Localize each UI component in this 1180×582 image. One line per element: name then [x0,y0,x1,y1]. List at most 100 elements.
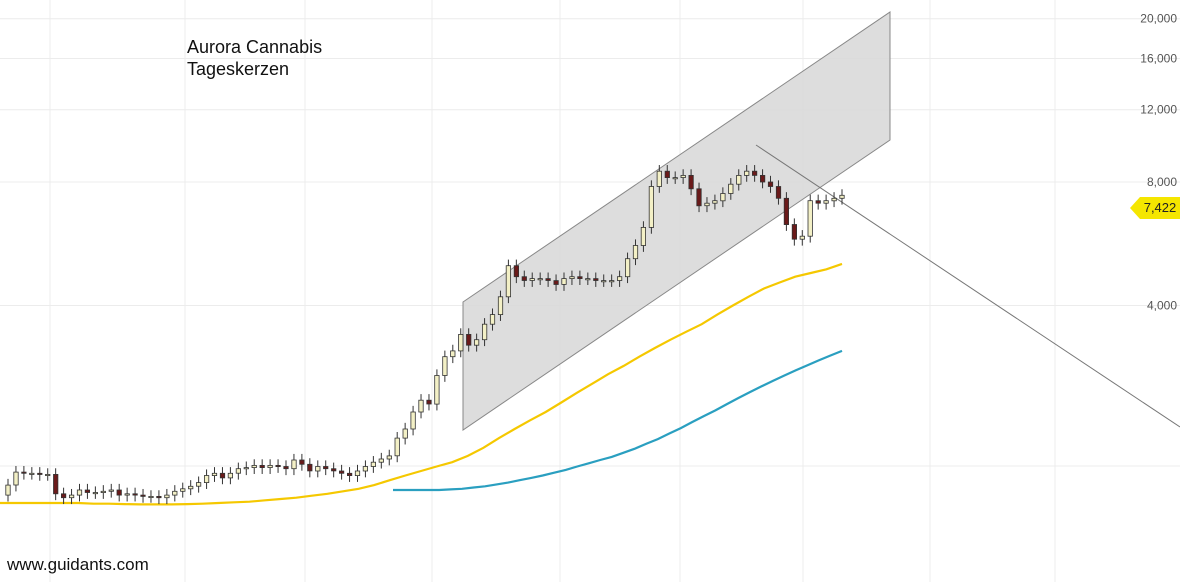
chart-title-line2: Tageskerzen [187,59,290,79]
candle-down [593,278,599,281]
candle-up [450,350,456,358]
candle-up [267,464,273,468]
candle-down [767,181,774,187]
candle-down [116,489,122,496]
candle-down [815,200,821,204]
candle-down [132,493,138,496]
candle-up [831,197,837,202]
candle-up [704,202,710,207]
candle-up [76,489,83,496]
candle-up [211,472,218,476]
candle-down [37,472,43,475]
candle-up [124,493,130,496]
candle-up [537,278,543,281]
candle-up [108,489,114,492]
candle-down [513,265,520,278]
candle-down [140,494,146,497]
last-price-badge: 7,422 [1130,197,1180,219]
y-tick-label: 4,000 [1147,298,1177,312]
candle-up [656,170,662,187]
candle-up [640,226,647,246]
candle-up [148,495,154,498]
candle-down [53,473,59,495]
y-tick-label: 8,000 [1147,175,1177,189]
candle-down [219,472,226,479]
candle-down [760,174,766,183]
candle-up [609,280,615,283]
candle-up [291,459,297,470]
candle-up [561,278,567,285]
candle-up [505,265,512,298]
y-tick-label: 12,000 [1140,103,1177,117]
candle-up [227,472,233,479]
candle-down [696,188,702,207]
candle-down [275,464,281,467]
y-tick-label: 20,000 [1140,12,1177,26]
candle-down [577,276,583,280]
candle-up [736,174,742,185]
y-tick-label: 16,000 [1140,51,1177,65]
candle-up [823,200,829,204]
moving-average-long-line [393,349,843,492]
candle-down [545,278,551,281]
candle-up [5,484,11,496]
candle-up [489,314,496,325]
candle-up [172,490,178,496]
candle-up [632,245,639,260]
candle-down [521,276,527,281]
candle-up [617,276,623,281]
trend-line [755,144,1180,428]
candle-up [529,278,535,281]
candle-up [251,464,257,468]
candle-down [299,459,305,465]
candle-up [235,468,241,474]
candle-up [386,455,392,460]
candle-up [648,186,655,228]
trend-channel [462,11,891,431]
candle-up [362,466,369,472]
candle-up [625,258,631,278]
candle-up [601,280,607,283]
candle-up [497,296,504,315]
candle-down [323,466,329,470]
candle-up [243,467,249,470]
candle-down [307,463,313,472]
last-price-label: 7,422 [1140,197,1180,219]
candle-up [180,488,186,492]
candle-up [481,323,488,341]
candle-up [370,461,377,467]
moving-average-short-line [0,262,843,506]
candle-up [100,490,106,493]
candle-up [728,183,734,194]
candle-up [195,482,202,487]
candle-down [553,280,559,285]
candle-up [13,471,19,486]
candle-up [744,170,750,176]
candle-up [315,466,321,472]
candle-down [426,399,432,405]
candle-up [680,174,686,178]
candle-up [29,472,35,475]
candle-up [69,494,75,499]
candle-up [434,375,440,405]
candle-down [688,174,694,190]
price-pointer-icon [1130,197,1140,219]
candle-up [188,485,194,490]
candle-up [45,473,51,476]
candle-down [331,468,337,472]
candle-up [402,428,408,439]
candle-down [466,333,472,346]
candle-down [21,471,27,474]
candle-up [839,194,845,199]
candle-up [807,200,813,237]
candle-up [394,437,400,457]
candle-down [791,224,798,240]
candle-up [354,470,361,476]
candle-down [283,466,289,470]
candle-down [783,197,790,226]
candle-up [799,235,805,240]
chart-title: Aurora Cannabis Tageskerzen [187,36,322,80]
candle-down [346,472,353,476]
candle-up [418,399,424,413]
